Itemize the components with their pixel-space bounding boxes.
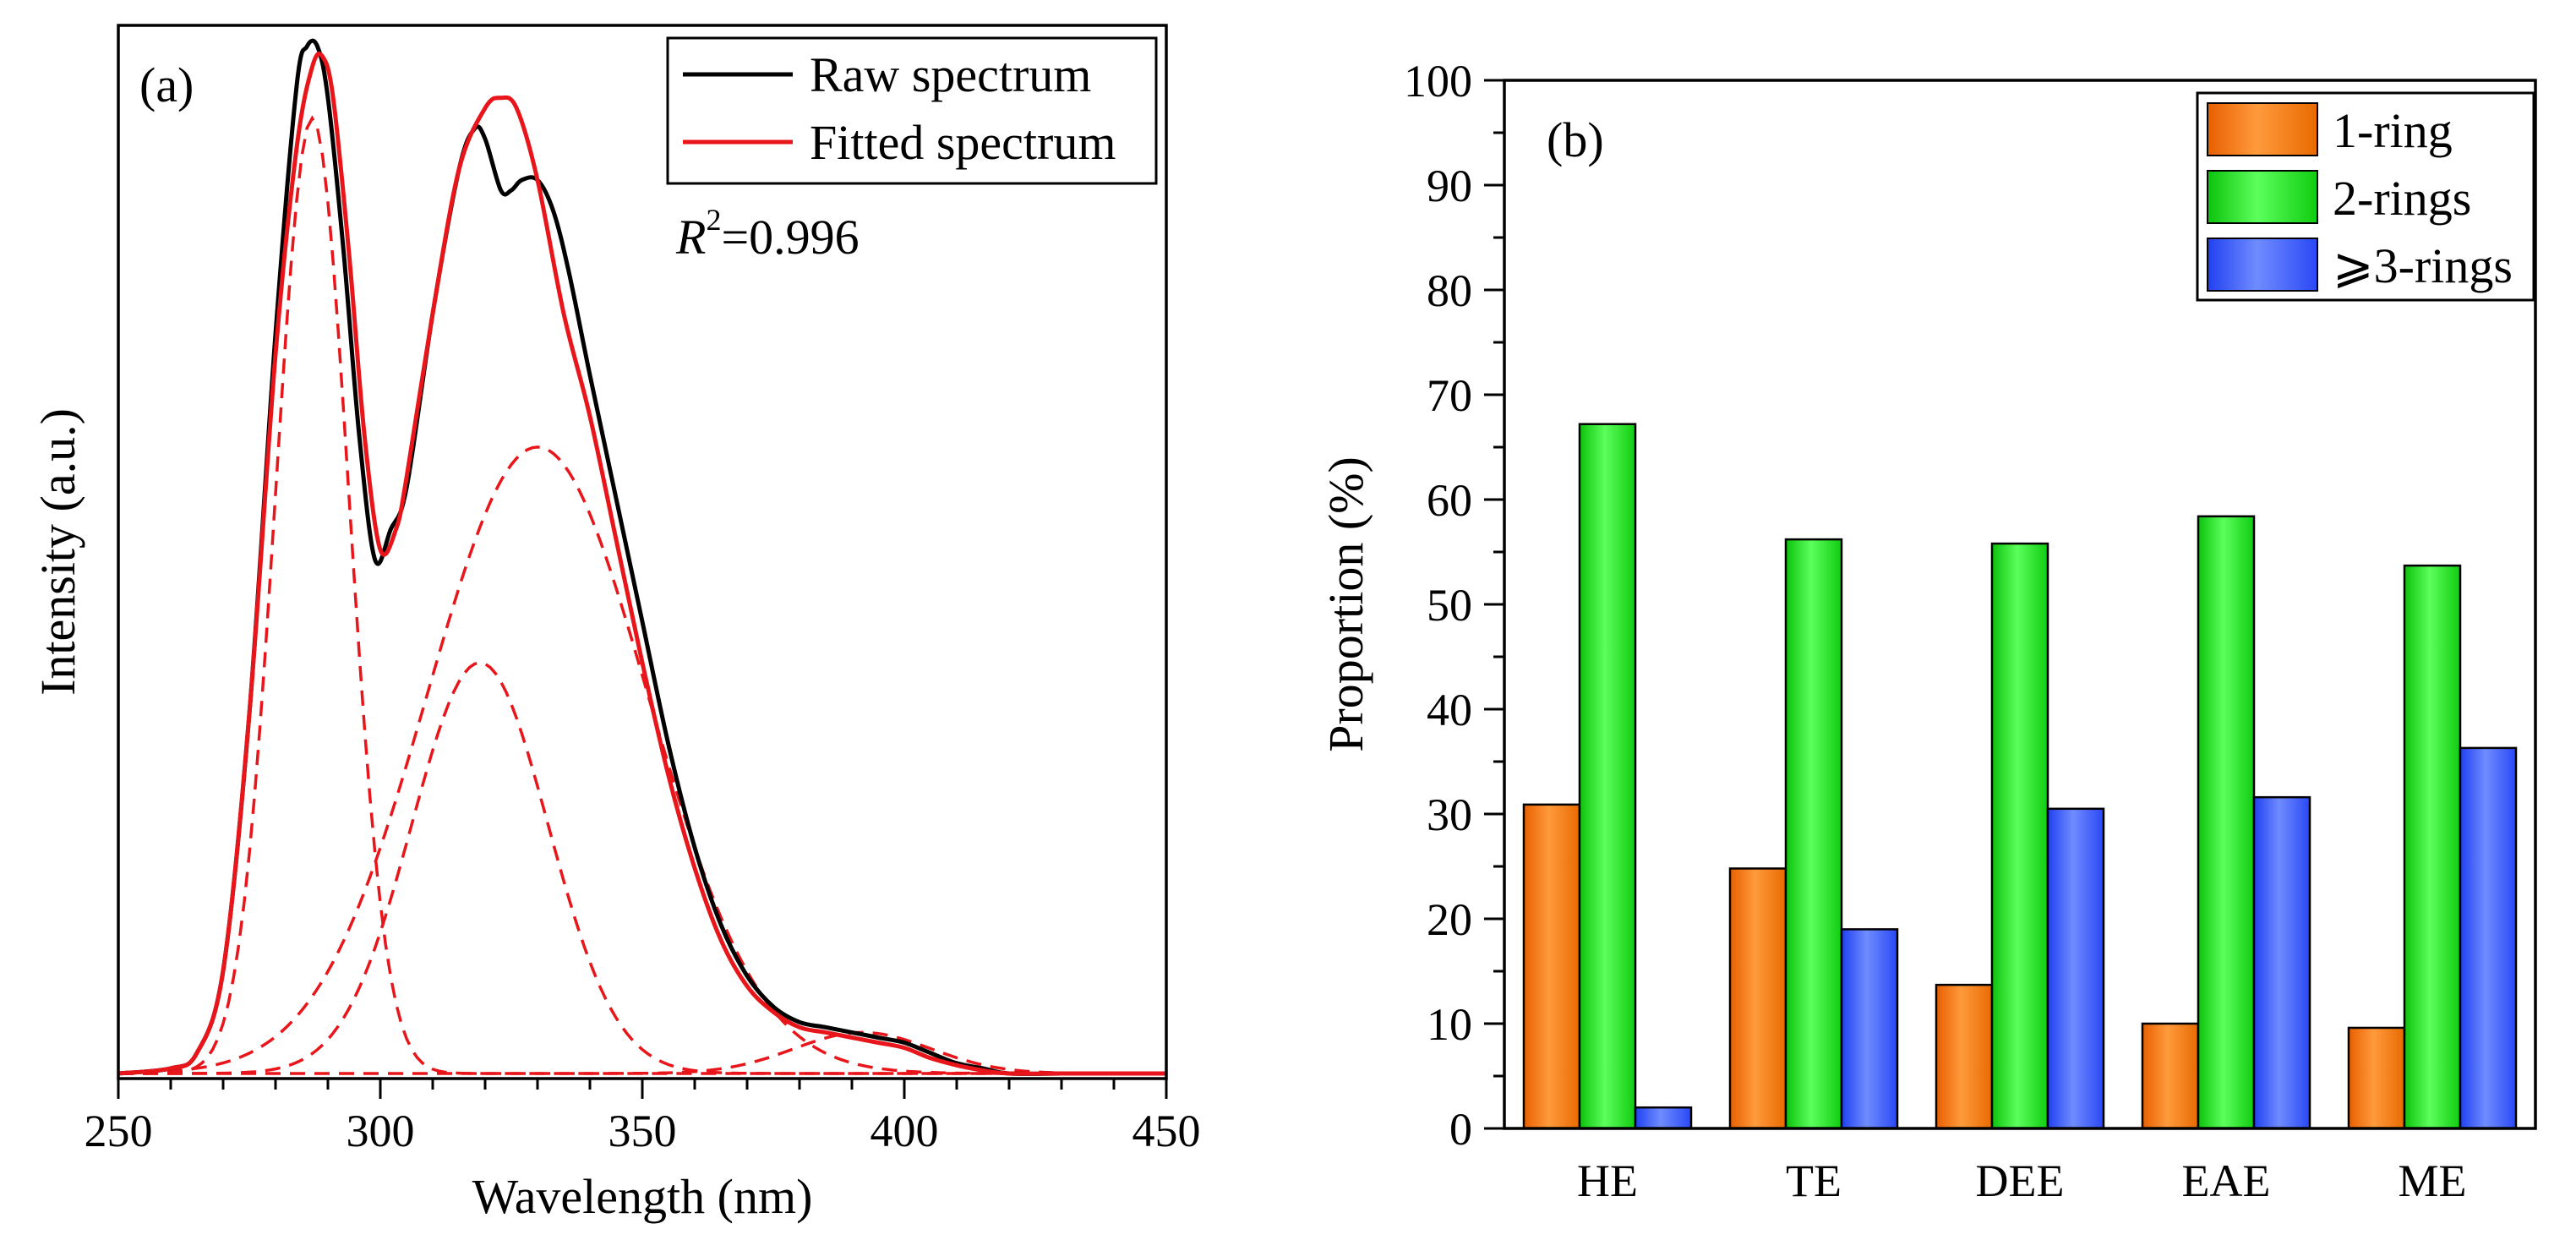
category-label: HE bbox=[1577, 1155, 1638, 1206]
proportion-axis-ticks: 0 10 20 30 40 50 60 70 80 90 100 bbox=[1404, 56, 1504, 1155]
y-tick-label: 80 bbox=[1427, 265, 1472, 316]
bar-1-ring-dee bbox=[1935, 983, 1994, 1130]
fit-component-2 bbox=[118, 661, 1166, 1075]
y-tick-label: 90 bbox=[1427, 161, 1472, 211]
spectrum-y-axis-title: Intensity (a.u.) bbox=[30, 408, 85, 696]
fit-component-1 bbox=[118, 115, 1166, 1075]
fit-component-3 bbox=[117, 445, 1166, 1075]
spectrum-x-axis-title: Wavelength (nm) bbox=[472, 1169, 813, 1224]
bar-3-rings-me bbox=[2459, 746, 2518, 1130]
x-tick-label: 250 bbox=[85, 1106, 153, 1156]
legend-label-raw: Raw spectrum bbox=[810, 47, 1091, 102]
bar-3-rings-dee bbox=[2046, 807, 2105, 1130]
fit-component-4 bbox=[118, 1030, 1166, 1075]
x-tick-label: 400 bbox=[870, 1106, 939, 1156]
bar-1-ring-eae bbox=[2141, 1022, 2200, 1130]
y-tick-label: 0 bbox=[1449, 1104, 1472, 1155]
legend-label-2-rings: 2-rings bbox=[2333, 171, 2471, 226]
bar-2-rings-he bbox=[1578, 423, 1637, 1130]
panel-a-label: (a) bbox=[139, 57, 194, 112]
spectrum-panel: 250 300 350 400 450 (a) Wavelength (nm) Inte… bbox=[30, 24, 1201, 1224]
bar-1-ring-te bbox=[1728, 867, 1787, 1130]
y-tick-label: 10 bbox=[1427, 999, 1472, 1050]
x-tick-label: 350 bbox=[609, 1106, 677, 1156]
r-squared-annotation: R2=0.996 bbox=[675, 203, 860, 265]
category-axis-labels: HE TE DEE EAE ME bbox=[1577, 1155, 2466, 1206]
spectrum-legend-box bbox=[666, 36, 1158, 185]
spectrum-legend: Raw spectrum Fitted spectrum bbox=[666, 36, 1158, 185]
bar-2-rings-eae bbox=[2197, 515, 2256, 1130]
category-label: TE bbox=[1786, 1155, 1842, 1206]
x-tick-label: 450 bbox=[1132, 1106, 1201, 1156]
category-label: EAE bbox=[2182, 1155, 2271, 1206]
bar-3-rings-te bbox=[1840, 928, 1899, 1130]
legend-label-3-rings: ⩾3-rings bbox=[2333, 238, 2513, 293]
bar-1-ring-me bbox=[2347, 1026, 2406, 1130]
bar-3-rings-eae bbox=[2252, 795, 2311, 1130]
bar-2-rings-te bbox=[1784, 538, 1843, 1130]
wavelength-axis-ticks: 250 300 350 400 450 bbox=[85, 1079, 1201, 1156]
bar-3-rings-he bbox=[1634, 1106, 1693, 1130]
ring-legend: 1-ring 2-rings ⩾3-rings bbox=[2196, 91, 2535, 302]
proportion-y-axis-title: Proportion (%) bbox=[1318, 456, 1373, 752]
y-tick-label: 100 bbox=[1404, 56, 1472, 107]
y-tick-label: 50 bbox=[1427, 580, 1472, 631]
y-tick-label: 70 bbox=[1427, 370, 1472, 421]
y-tick-label: 20 bbox=[1427, 894, 1472, 945]
legend-swatch-1-ring bbox=[2207, 102, 2318, 156]
legend-label-fitted: Fitted spectrum bbox=[810, 115, 1116, 170]
bar-1-ring-he bbox=[1522, 803, 1581, 1130]
x-tick-label: 300 bbox=[347, 1106, 415, 1156]
legend-swatch-2-rings bbox=[2207, 170, 2318, 224]
legend-label-1-ring: 1-ring bbox=[2333, 103, 2453, 158]
category-label: DEE bbox=[1976, 1155, 2065, 1206]
bar-2-rings-dee bbox=[1990, 542, 2049, 1130]
legend-swatch-3-rings bbox=[2207, 238, 2318, 292]
y-tick-label: 40 bbox=[1427, 685, 1472, 735]
proportion-bars bbox=[1522, 423, 2518, 1130]
y-tick-label: 60 bbox=[1427, 475, 1472, 526]
fitted-spectrum-line bbox=[117, 52, 1166, 1076]
spectrum-curves bbox=[117, 38, 1166, 1076]
panel-b-label: (b) bbox=[1547, 112, 1604, 167]
raw-spectrum-line bbox=[117, 38, 1166, 1076]
category-label: ME bbox=[2399, 1155, 2467, 1206]
bar-2-rings-me bbox=[2403, 564, 2462, 1130]
y-tick-label: 30 bbox=[1427, 789, 1472, 840]
